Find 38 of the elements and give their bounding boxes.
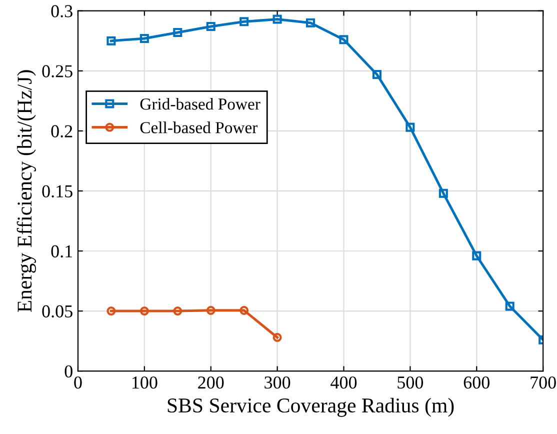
point: [140, 306, 149, 316]
point: [306, 18, 316, 28]
point: [206, 22, 216, 31]
y-tick-label: 0.3: [51, 5, 72, 18]
point: [106, 306, 116, 316]
point: [206, 306, 216, 315]
point: [173, 306, 182, 316]
y-tick-label: 0.15: [42, 185, 72, 198]
y-tick-label: 0.25: [42, 65, 72, 78]
x-tick-label: 400: [330, 376, 357, 389]
y-tick-label: 0.05: [42, 305, 72, 318]
point: [140, 34, 149, 43]
x-axis-title: SBS Service Coverage Radius (m): [168, 398, 454, 417]
point: [438, 188, 448, 198]
y-tick-label: 0.2: [51, 125, 72, 138]
point: [505, 302, 514, 311]
y-tick-label: 0.1: [51, 245, 72, 258]
point: [472, 251, 482, 260]
point: [372, 70, 382, 80]
legend-label: Grid-based Power: [140, 98, 260, 110]
x-tick-label: 700: [530, 376, 556, 389]
point: [240, 306, 249, 315]
x-tick-label: 600: [464, 376, 490, 389]
x-tick-label: 0: [74, 376, 82, 389]
point: [240, 17, 249, 26]
point: [272, 14, 282, 24]
x-tick-label: 300: [264, 376, 290, 389]
point: [106, 36, 116, 46]
point: [406, 122, 415, 132]
x-tick-label: 100: [132, 376, 158, 389]
y-tick-label: 0: [64, 365, 72, 378]
x-tick-label: 500: [398, 376, 424, 389]
point: [339, 35, 348, 44]
legend-label: Cell-based Power: [140, 122, 258, 134]
point: [173, 28, 182, 37]
x-tick-label: 200: [198, 376, 224, 389]
point: [272, 332, 282, 342]
y-axis-title: Energy Efficiency (bit/(Hz/J): [16, 70, 36, 312]
